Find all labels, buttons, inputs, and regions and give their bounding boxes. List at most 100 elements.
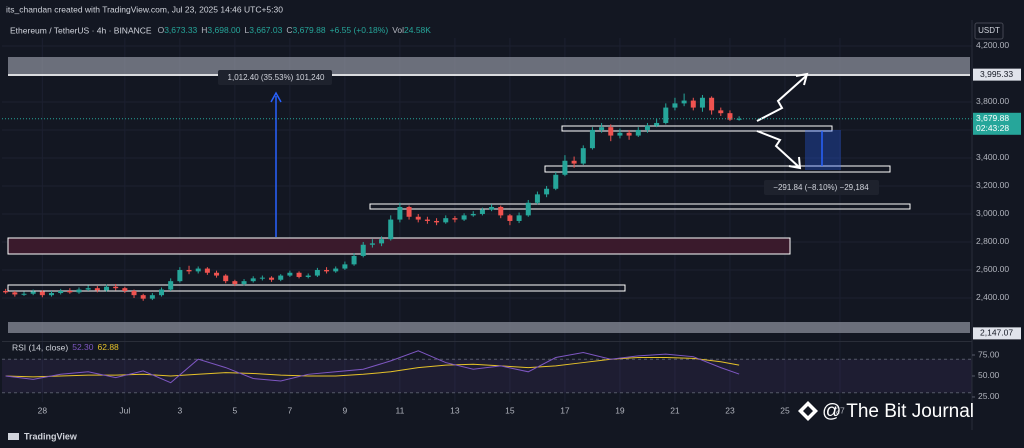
candle-body xyxy=(415,216,421,220)
candle-body xyxy=(626,132,632,136)
axis-labels: 4,200.003,800.003,600.003,400.003,200.00… xyxy=(38,40,1021,415)
candle-body xyxy=(131,290,137,296)
candle-body xyxy=(663,107,669,123)
x-tick-label: 27 xyxy=(835,405,845,415)
candle-body xyxy=(49,293,55,296)
candle-body xyxy=(589,129,595,149)
candle-body xyxy=(113,286,119,289)
currency: USDT xyxy=(978,26,1000,35)
rsi-band xyxy=(2,359,972,393)
candle-body xyxy=(186,269,192,272)
candle-body xyxy=(250,278,256,282)
x-tick-label: Jul xyxy=(119,405,130,415)
y-tick-label: 3,400.00 xyxy=(976,152,1009,162)
candle-body xyxy=(498,206,504,216)
candle-body xyxy=(67,290,73,293)
candle-body xyxy=(525,202,531,216)
candle-body xyxy=(159,289,165,296)
x-tick-label: 15 xyxy=(505,405,515,415)
candle-body xyxy=(608,127,614,136)
candle-body xyxy=(443,218,449,223)
candle-body xyxy=(434,220,440,223)
zone-3600 xyxy=(561,125,833,132)
candle-body xyxy=(314,269,320,276)
logo xyxy=(8,433,19,440)
candle-body xyxy=(452,218,458,220)
y-tick-label: 2,400.00 xyxy=(976,292,1009,302)
candle-body xyxy=(397,206,403,220)
rsi-label: RSI (14, close) 52.30 62.88 xyxy=(12,342,119,352)
x-tick-label: 7 xyxy=(288,405,293,415)
candle-body xyxy=(214,272,220,276)
candle-body xyxy=(122,288,128,291)
candle-body xyxy=(3,290,9,293)
candle-body xyxy=(461,215,467,220)
header-item: 3,679.88 xyxy=(292,25,325,35)
footer: TradingView xyxy=(24,431,78,441)
rsi-line xyxy=(5,350,740,384)
header-item: +6.55 (+0.18%) xyxy=(330,25,389,35)
zone-bottom xyxy=(8,322,970,333)
currency-box xyxy=(974,22,1004,40)
header-item: L xyxy=(245,25,250,35)
candle-body xyxy=(599,127,605,130)
arrowhead xyxy=(795,72,809,86)
zone-3000 xyxy=(369,203,911,210)
candle-body xyxy=(672,103,678,108)
symbol-title: Ethereum / TetherUS · 4h · BINANCE O3,673… xyxy=(10,25,431,35)
candle-body xyxy=(470,213,476,216)
measure-box xyxy=(805,130,841,170)
x-tick-label: 13 xyxy=(450,405,460,415)
candle-body xyxy=(369,243,375,245)
candle-body xyxy=(644,125,650,130)
level-badge xyxy=(973,327,1021,340)
candle-body xyxy=(241,281,247,284)
price-badge xyxy=(973,112,1021,135)
candle-body xyxy=(379,239,385,244)
y-tick-label: 3,200.00 xyxy=(976,180,1009,190)
candle-body xyxy=(195,268,201,272)
header-item: H xyxy=(201,25,207,35)
price-label: 3,679.88 xyxy=(976,113,1009,123)
candles xyxy=(2,93,972,394)
watermark-logo xyxy=(798,401,818,421)
candle-body xyxy=(287,272,293,276)
header-item: C xyxy=(286,25,292,35)
candle-body xyxy=(342,264,348,269)
header-item: 3,673.33 xyxy=(164,25,197,35)
zone-support xyxy=(7,284,626,292)
annotation-box xyxy=(218,70,332,85)
footer-bar xyxy=(0,430,1024,448)
candle-body xyxy=(296,272,302,277)
candle-body xyxy=(406,206,412,217)
x-tick-label: 9 xyxy=(343,405,348,415)
header-item: 3,698.00 xyxy=(207,25,240,35)
candle-body xyxy=(21,293,27,295)
zone-top xyxy=(8,57,970,76)
countdown: 02:43:28 xyxy=(976,123,1009,133)
credit: its_chandan created with TradingView.com… xyxy=(6,4,283,14)
candle-body xyxy=(718,110,724,114)
x-tick-label: 21 xyxy=(670,405,680,415)
candle-body xyxy=(709,97,715,111)
candle-body xyxy=(269,277,275,280)
candle-body xyxy=(168,281,174,290)
x-tick-label: 25 xyxy=(780,405,790,415)
y-tick-label: 2,800.00 xyxy=(976,236,1009,246)
annotation: 1,012.40 (35.53%) 101,240 xyxy=(228,73,326,82)
candle-body xyxy=(177,269,183,282)
header-item: 24.58K xyxy=(404,25,431,35)
zone-3300 xyxy=(544,165,891,173)
candle-body xyxy=(727,113,733,120)
watermark: @ The Bit Journal xyxy=(822,401,974,422)
candle-body xyxy=(736,118,742,120)
candle-body xyxy=(553,174,559,189)
y-tick-label: 2,600.00 xyxy=(976,264,1009,274)
candle-body xyxy=(635,129,641,136)
x-tick-label: 19 xyxy=(615,405,625,415)
candle-body xyxy=(149,295,155,299)
x-tick-label: 28 xyxy=(38,405,48,415)
rsi-tick-label: 75.00 xyxy=(978,349,1000,359)
candle-body xyxy=(12,292,18,295)
